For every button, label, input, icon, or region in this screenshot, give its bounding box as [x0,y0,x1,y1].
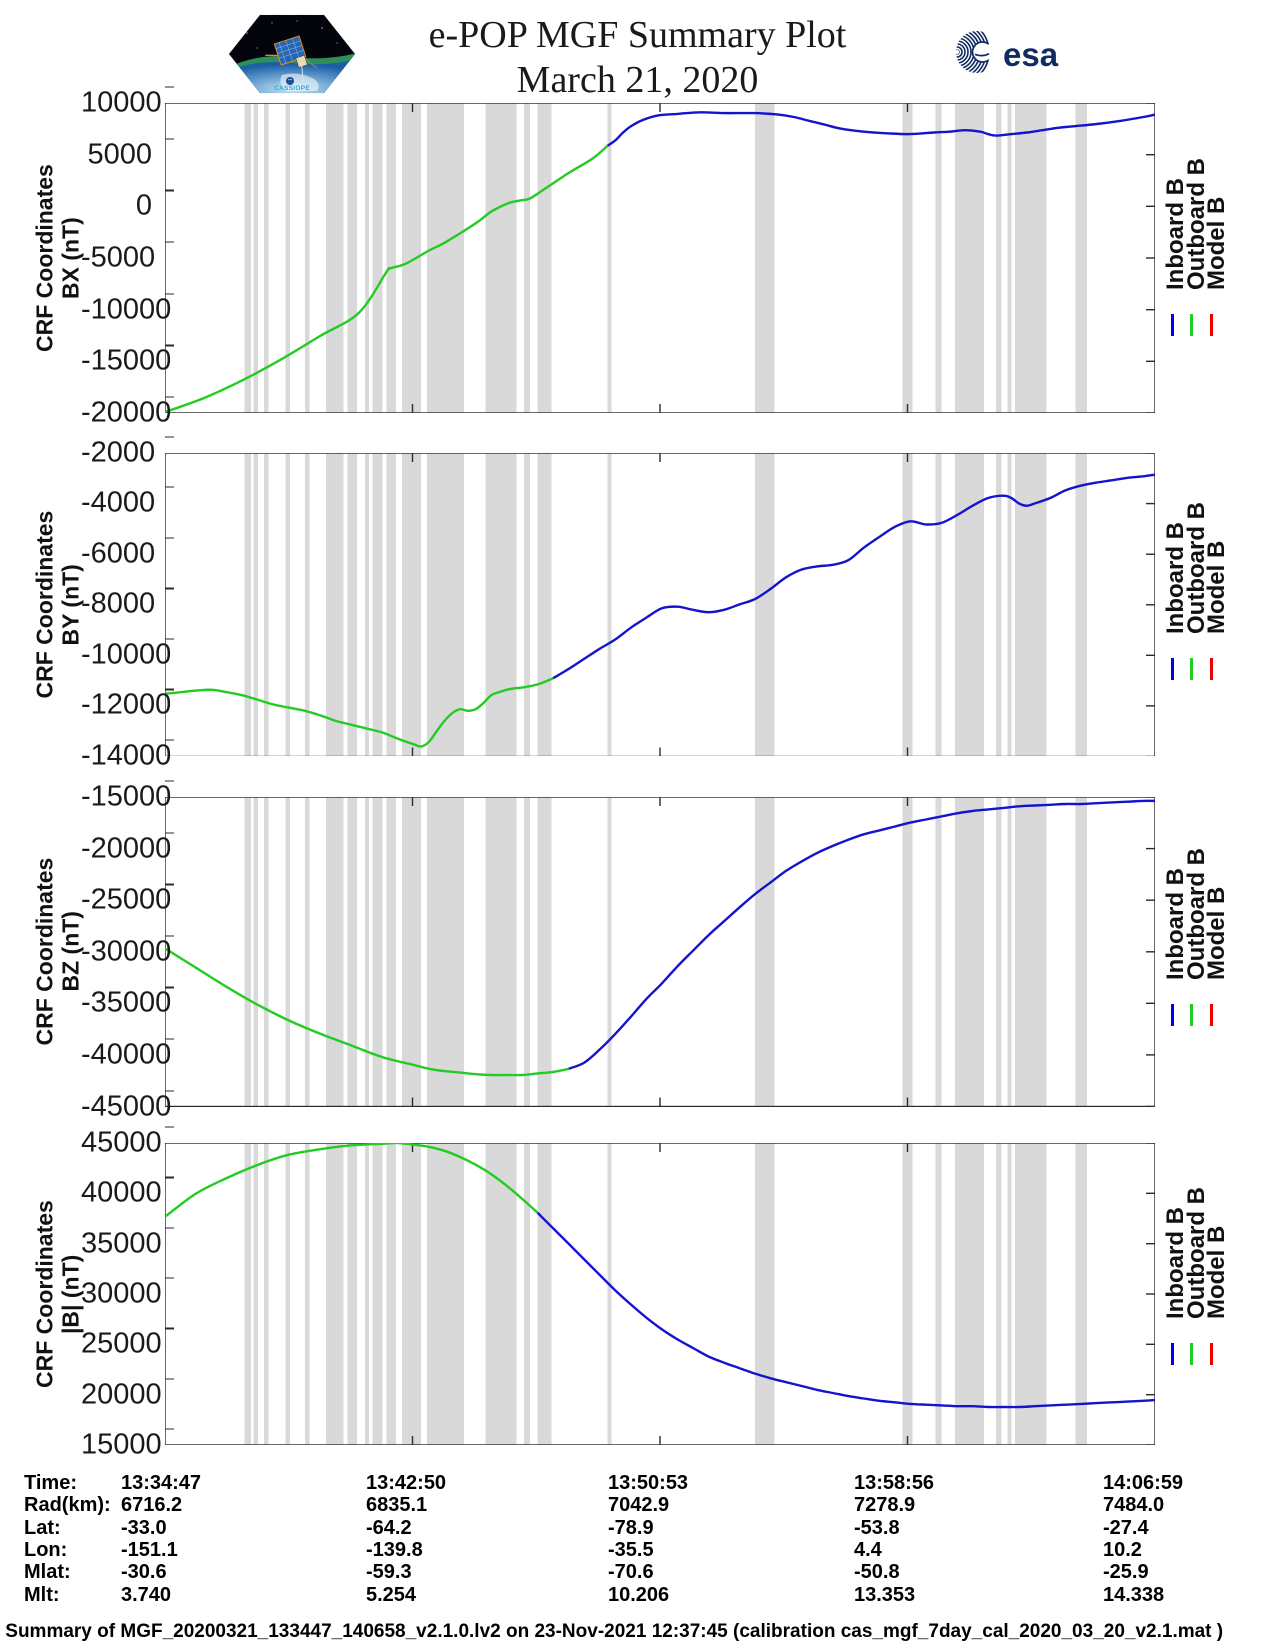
svg-text:esa: esa [1003,36,1059,73]
